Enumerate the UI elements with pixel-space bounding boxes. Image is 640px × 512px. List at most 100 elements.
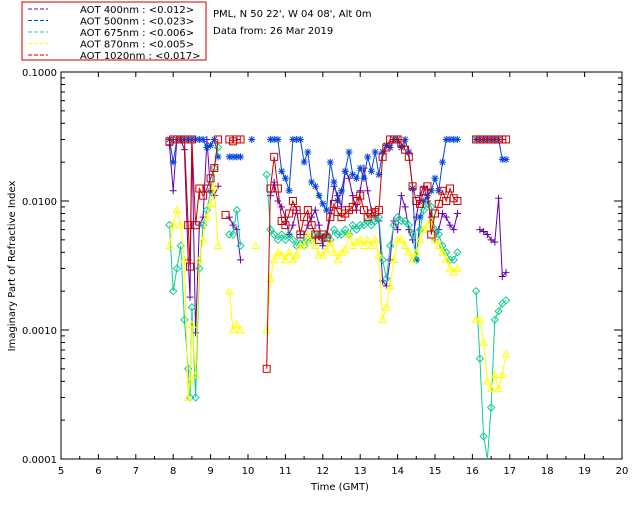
data-point	[323, 206, 331, 214]
data-point	[370, 235, 380, 244]
data-point	[214, 153, 222, 161]
data-point	[262, 170, 271, 179]
data-point	[329, 225, 339, 234]
x-tick-label: 13	[354, 466, 367, 477]
data-point	[475, 354, 485, 363]
data-point	[438, 247, 447, 256]
data-point	[349, 171, 357, 179]
data-point	[191, 370, 200, 379]
data-point	[315, 192, 323, 200]
data-point	[308, 178, 316, 186]
data-point	[187, 135, 196, 144]
data-point	[186, 262, 195, 271]
data-point	[359, 241, 369, 250]
data-point	[427, 187, 435, 195]
data-point	[281, 235, 290, 245]
series-layer	[165, 135, 511, 460]
data-point	[277, 250, 287, 259]
data-point	[404, 220, 414, 230]
series-line	[266, 139, 458, 369]
data-point	[304, 148, 312, 156]
data-point	[445, 263, 455, 272]
data-point	[341, 225, 350, 234]
data-point	[438, 158, 446, 166]
data-point	[236, 135, 245, 144]
y-tick-label: 0.0001	[22, 455, 57, 466]
data-point	[363, 216, 372, 226]
data-point	[311, 182, 319, 190]
data-point	[296, 230, 305, 239]
data-point	[296, 235, 305, 245]
data-point	[266, 225, 275, 234]
data-point	[486, 384, 496, 393]
data-point	[213, 241, 223, 250]
series-line	[269, 168, 458, 288]
data-point	[356, 187, 364, 195]
data-point	[322, 233, 331, 242]
x-tick-label: 12	[316, 466, 329, 477]
data-point	[441, 255, 451, 264]
x-tick-label: 6	[95, 466, 101, 477]
data-point	[319, 200, 327, 208]
data-point	[476, 226, 484, 234]
data-point	[449, 267, 459, 276]
data-point	[273, 247, 283, 256]
data-point	[404, 152, 413, 161]
data-point	[273, 235, 283, 245]
series-line	[266, 219, 458, 331]
data-point	[382, 141, 390, 149]
data-point	[494, 306, 503, 316]
series-line	[169, 186, 219, 398]
data-point	[446, 221, 454, 229]
data-point	[330, 178, 338, 186]
data-point	[300, 158, 308, 166]
data-point	[325, 237, 335, 246]
data-point	[352, 174, 360, 182]
data-point	[232, 205, 241, 215]
data-point	[176, 220, 186, 229]
data-point	[397, 192, 405, 200]
data-point	[453, 263, 462, 272]
data-point	[434, 241, 444, 250]
data-point	[453, 135, 461, 143]
date-info: Data from: 26 Mar 2019	[213, 26, 333, 37]
site-info: PML, N 50 22', W 04 08', Alt 0m	[213, 9, 372, 20]
data-point	[168, 220, 178, 229]
data-point	[501, 296, 511, 305]
x-tick-label: 8	[170, 466, 176, 477]
data-point	[341, 167, 349, 175]
data-point	[378, 315, 387, 324]
data-point	[404, 247, 414, 256]
data-point	[221, 210, 230, 219]
data-point	[445, 184, 454, 193]
x-tick-label: 20	[616, 466, 629, 477]
data-point	[315, 221, 323, 229]
data-point	[408, 255, 417, 264]
data-point	[375, 171, 383, 179]
legend-label: AOT 675nm : <0.006>	[80, 28, 194, 39]
data-point	[490, 370, 500, 379]
data-point	[248, 135, 256, 143]
data-point	[442, 135, 450, 143]
data-point	[419, 205, 428, 215]
data-point	[262, 364, 271, 373]
data-point	[195, 135, 203, 143]
data-point	[311, 206, 319, 214]
x-tick-label: 9	[207, 466, 213, 477]
data-point	[382, 274, 391, 283]
plot-frame	[60, 71, 623, 460]
data-point	[293, 135, 301, 143]
legend-box	[21, 1, 207, 61]
data-point	[191, 393, 200, 402]
data-point	[345, 148, 353, 156]
data-point	[169, 158, 177, 166]
data-point	[486, 403, 496, 412]
legend: AOT 400nm : <0.012>AOT 500nm : <0.023>AO…	[28, 5, 200, 62]
data-point	[389, 220, 399, 230]
data-point	[274, 197, 282, 205]
x-tick-label: 5	[58, 466, 64, 477]
data-point	[289, 221, 297, 229]
data-point	[224, 286, 234, 295]
data-point	[502, 268, 510, 276]
